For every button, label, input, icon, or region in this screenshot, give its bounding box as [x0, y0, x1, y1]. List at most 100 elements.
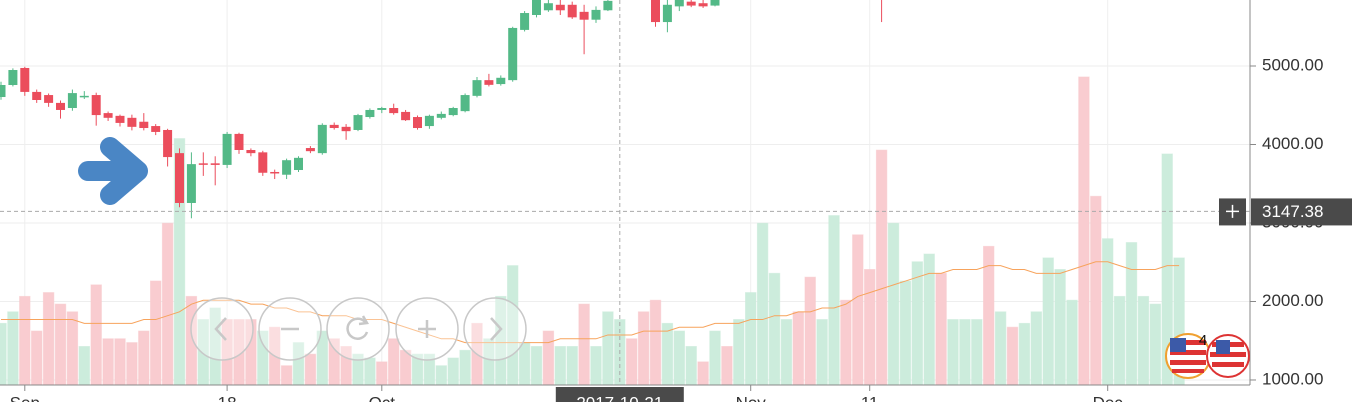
volume-bar — [899, 280, 912, 385]
candle-body — [520, 13, 530, 30]
candle-body — [115, 115, 125, 123]
volume-bar — [1161, 153, 1173, 385]
candle-body — [258, 152, 268, 173]
volume-ma-line — [1, 261, 1180, 344]
candle-body — [317, 124, 327, 154]
candle-body — [567, 4, 577, 18]
volume-bar — [745, 292, 757, 385]
volume-bar — [399, 349, 412, 385]
volume-bar — [1030, 311, 1042, 385]
y-tick-label: 5000.00 — [1262, 55, 1323, 74]
volume-bar — [935, 272, 947, 385]
candle-body — [532, 0, 541, 15]
volume-bar — [1113, 295, 1126, 385]
volume-bar — [1149, 303, 1161, 385]
volume-bar — [816, 319, 828, 385]
date-label: 2017-10-21 — [576, 393, 663, 402]
candle-body — [151, 126, 161, 132]
volume-bar — [983, 245, 995, 385]
candle-body — [460, 95, 470, 112]
volume-bar — [54, 303, 67, 385]
candle-body — [341, 126, 351, 132]
volume-bar — [257, 330, 269, 385]
volume-bar — [364, 357, 376, 385]
candle-body — [508, 27, 518, 81]
candle-body — [448, 108, 458, 116]
volume-bar — [66, 311, 79, 385]
volume-bar — [733, 319, 745, 385]
volume-bar — [1054, 269, 1066, 385]
volume-bar — [673, 330, 685, 385]
candle-body — [91, 95, 101, 116]
candle-body — [496, 77, 506, 85]
volume-bar — [971, 319, 983, 385]
nav-reset[interactable] — [326, 297, 390, 361]
volume-layer — [0, 76, 1185, 385]
volume-bar — [1173, 257, 1185, 385]
volume-bar — [495, 295, 507, 385]
volume-bar — [138, 330, 150, 385]
candle-body — [127, 117, 137, 127]
volume-bar — [78, 346, 90, 385]
candle-body — [222, 133, 232, 165]
volume-bar — [114, 338, 126, 385]
candle-body — [282, 160, 292, 175]
candle-body — [294, 157, 303, 171]
volume-bar — [447, 357, 459, 385]
volume-bar — [31, 330, 43, 385]
volume-bar — [1006, 326, 1019, 385]
nav-right[interactable] — [463, 297, 527, 361]
candle-body — [436, 113, 446, 118]
volume-bar — [697, 361, 709, 385]
candle-body — [8, 70, 18, 86]
candle-body — [44, 95, 54, 103]
price-layer — [0, 0, 883, 219]
volume-bar — [828, 215, 840, 385]
volume-bar — [1102, 238, 1114, 385]
volume-bar — [721, 346, 733, 385]
volume-bar — [840, 299, 852, 385]
candle-body — [472, 80, 482, 96]
volume-bar — [352, 353, 364, 385]
volume-bar — [626, 338, 638, 385]
volume-bar — [518, 342, 531, 385]
x-tick-label: Sep — [10, 393, 40, 402]
candle-body — [329, 124, 339, 129]
nav-left[interactable] — [190, 297, 254, 361]
volume-bar — [126, 342, 138, 385]
volume-bar — [376, 361, 388, 385]
candle-body — [234, 133, 244, 150]
candle-body — [389, 108, 399, 114]
volume-bar — [411, 353, 424, 385]
volume-bar — [602, 311, 614, 385]
volume-bar — [1066, 299, 1078, 385]
candle-body — [305, 148, 315, 152]
candle-body — [662, 4, 672, 23]
candle-body — [591, 9, 601, 20]
candle-body — [555, 4, 565, 11]
y-tick-label: 4000.00 — [1262, 134, 1323, 153]
volume-bar — [864, 269, 876, 385]
nav-zoom-out[interactable] — [258, 297, 322, 361]
volume-bar — [185, 295, 198, 385]
price-label: 3147.38 — [1262, 202, 1323, 221]
candle-body — [377, 108, 387, 110]
volume-bar — [340, 346, 352, 385]
volume-bar — [1078, 76, 1090, 385]
event-flags[interactable]: 4 — [1165, 332, 1250, 379]
candle-body — [103, 113, 113, 118]
candle-body — [424, 115, 434, 127]
candle-body — [603, 0, 613, 11]
candle-body — [139, 121, 149, 129]
candle-body — [246, 149, 256, 154]
candle-body — [686, 1, 696, 6]
volume-bar — [316, 330, 329, 385]
volume-bar — [435, 365, 448, 385]
date-label-box — [555, 387, 684, 402]
candle-body — [198, 163, 208, 165]
x-tick-label: 18 — [218, 393, 237, 402]
candle-body — [163, 129, 173, 158]
nav-zoom-in[interactable] — [395, 297, 459, 361]
volume-bar — [161, 222, 174, 385]
volume-bar — [709, 330, 721, 385]
